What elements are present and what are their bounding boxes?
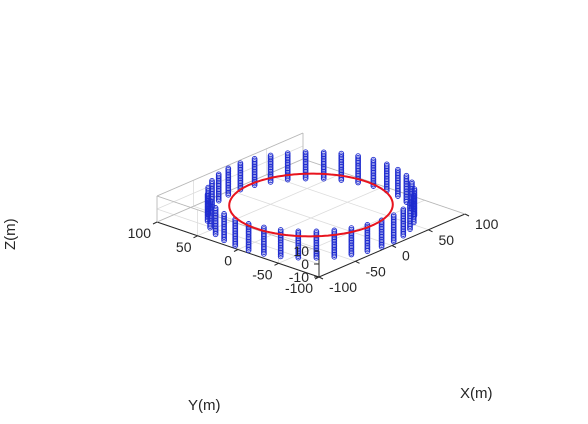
- scatter-point: [355, 153, 361, 160]
- scatter-points: [204, 149, 418, 261]
- x-tick-mark: [355, 260, 360, 264]
- scatter-point: [212, 205, 219, 212]
- y-tick-label: 100: [128, 225, 152, 241]
- x-tick-mark: [464, 213, 470, 217]
- x-tick-label: -50: [366, 263, 386, 279]
- y-tick-mark: [233, 249, 239, 252]
- scatter-point: [390, 212, 397, 219]
- scatter-point: [267, 152, 274, 159]
- scatter-point: [370, 156, 377, 163]
- x-axis-label: X(m): [460, 385, 493, 402]
- axes-box: [156, 132, 466, 278]
- scatter-point: [331, 227, 338, 234]
- scatter-point: [302, 149, 309, 156]
- scatter-point: [209, 177, 215, 185]
- scatter-point: [277, 227, 284, 234]
- y-tick-mark: [193, 235, 198, 239]
- scatter-point: [205, 184, 212, 191]
- scatter-point: [400, 206, 407, 213]
- scatter-point: [320, 149, 327, 156]
- z-tick-label: 10: [293, 243, 309, 259]
- z-tick-label: 0: [301, 256, 309, 272]
- grid: [156, 132, 466, 278]
- scatter-point: [251, 155, 258, 163]
- scatter-point: [313, 228, 320, 235]
- y-tick-label: -100: [285, 280, 313, 296]
- scatter-point: [378, 217, 385, 224]
- x-tick-label: 0: [402, 248, 410, 264]
- scatter-point: [338, 150, 345, 157]
- circle-line: [228, 172, 394, 238]
- scatter-point: [295, 228, 302, 235]
- scatter-point: [204, 191, 211, 198]
- y-tick-label: -50: [252, 266, 272, 282]
- z-tick-label: -10: [289, 269, 309, 285]
- scatter-point: [409, 179, 415, 186]
- z-axis-label: Z(m): [2, 218, 19, 250]
- x-tick-label: 100: [475, 216, 499, 232]
- x-tick-mark: [428, 229, 433, 233]
- box-edge: [156, 132, 304, 197]
- scatter-point: [284, 150, 291, 157]
- y-tick-label: 50: [176, 239, 192, 255]
- grid-line-floor-y: [237, 186, 385, 250]
- x-tick-label: -100: [329, 279, 357, 295]
- scatter-point: [403, 172, 410, 179]
- scatter-point: [207, 198, 213, 205]
- scatter-point: [383, 161, 390, 168]
- x-tick-mark: [318, 276, 324, 280]
- y-axis-label: Y(m): [188, 397, 221, 414]
- x-tick-label: 50: [439, 232, 455, 248]
- y-tick-mark: [152, 221, 158, 225]
- scatter-point: [221, 211, 227, 218]
- x-tick-mark: [391, 245, 397, 248]
- scatter-point: [237, 160, 244, 167]
- y-tick-mark: [274, 262, 279, 266]
- circle-trajectory: [228, 172, 394, 238]
- scatter-point: [225, 165, 232, 172]
- scatter-point: [215, 171, 222, 178]
- scatter-point: [395, 166, 401, 173]
- y-tick-label: 0: [224, 253, 232, 269]
- scatter-point: [348, 225, 355, 232]
